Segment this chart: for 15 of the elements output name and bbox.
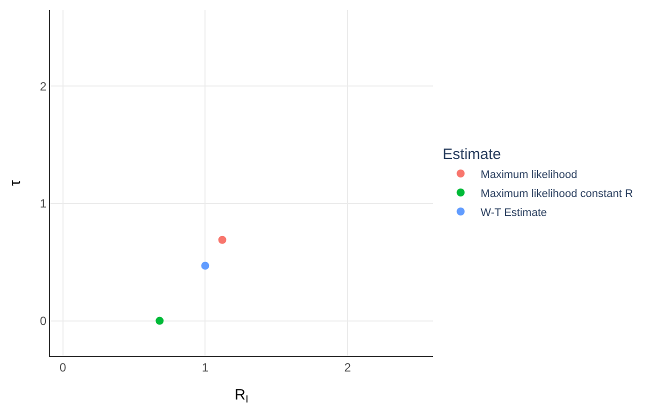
- y-tick-label: 2: [40, 79, 47, 94]
- point: [156, 316, 164, 325]
- y-tick-label: 1: [40, 196, 47, 211]
- x-tick-label: 0: [59, 360, 66, 374]
- legend-label: W-T Estimate: [480, 206, 547, 219]
- point: [218, 236, 226, 244]
- x-tick-label: 2: [344, 360, 352, 374]
- y-axis-title: τ: [7, 180, 24, 186]
- legend-label: Maximum likelihood constant R: [480, 188, 633, 200]
- legend-label: Maximum likelihood: [480, 168, 578, 181]
- x-axis-title: R$_{I}$: [234, 386, 248, 406]
- x-tick-label: 1: [202, 360, 209, 374]
- point: [201, 262, 210, 270]
- legend-title: Estimate: [442, 146, 502, 163]
- y-tick-label: 0: [40, 314, 47, 328]
